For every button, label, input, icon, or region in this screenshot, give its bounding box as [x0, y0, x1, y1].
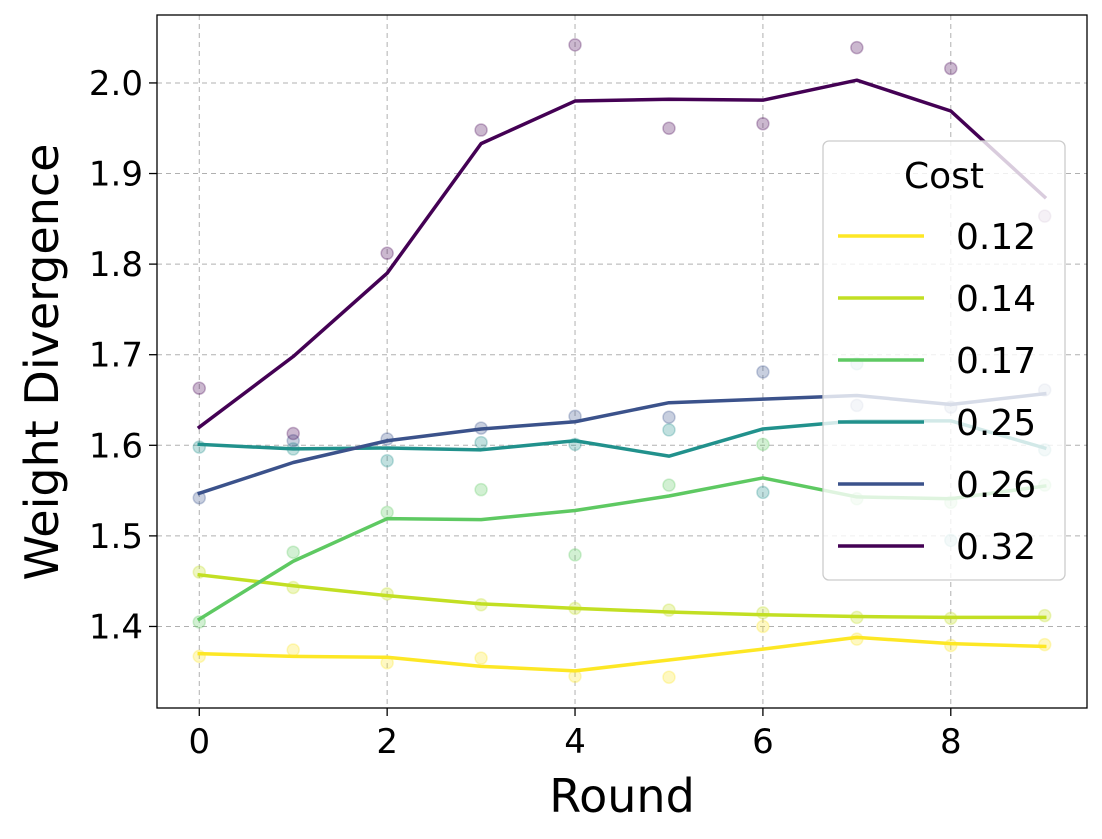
data-point-0.32	[192, 381, 207, 395]
y-axis-ticks: 1.4 1.5 1.6 1.7 1.8 1.9 2.0	[89, 64, 157, 647]
data-point-0.12	[662, 670, 676, 684]
data-point-0.12	[474, 651, 488, 665]
y-tick-label: 1.8	[89, 245, 143, 285]
series-line-0.32	[196, 78, 1048, 430]
data-point-0.17	[380, 505, 394, 520]
data-point-0.25	[380, 453, 394, 468]
x-tick-label: 0	[188, 722, 210, 762]
x-tick-label: 2	[376, 722, 398, 762]
legend: Cost 0.12 0.14 0.17 0.25 0.26 0.32	[822, 140, 1066, 581]
data-point-0.17	[286, 545, 300, 559]
y-tick-label: 2.0	[89, 64, 143, 104]
x-axis-title: Round	[549, 769, 695, 823]
data-point-0.26	[662, 410, 676, 424]
data-point-0.32	[568, 38, 582, 52]
data-point-0.25	[662, 423, 676, 437]
data-point-0.32	[850, 40, 864, 55]
data-point-0.17	[568, 548, 582, 562]
legend-box	[822, 140, 1066, 581]
data-point-0.17	[474, 482, 488, 497]
data-point-0.32	[756, 116, 770, 131]
legend-label: 0.26	[956, 465, 1036, 506]
data-point-0.12	[756, 619, 770, 634]
legend-label: 0.17	[956, 341, 1036, 382]
y-tick-label: 1.4	[89, 607, 143, 647]
data-point-0.25	[756, 485, 770, 500]
data-point-0.17	[662, 478, 676, 492]
y-axis-title: Weight Divergence	[15, 144, 69, 581]
data-point-0.32	[380, 246, 394, 260]
data-point-0.26	[286, 434, 300, 448]
y-tick-label: 1.5	[89, 517, 143, 557]
legend-label: 0.32	[956, 527, 1036, 568]
legend-label: 0.14	[956, 279, 1036, 320]
data-point-0.32	[662, 121, 676, 135]
data-point-0.32	[286, 426, 300, 441]
legend-title: Cost	[904, 156, 984, 197]
data-point-0.14	[1037, 608, 1052, 623]
y-tick-label: 1.7	[89, 336, 143, 376]
data-point-0.17	[756, 437, 770, 452]
data-point-0.32	[944, 61, 958, 76]
x-tick-label: 6	[752, 722, 774, 762]
series-line-0.14	[197, 572, 1047, 620]
y-tick-label: 1.6	[89, 426, 143, 466]
legend-label: 0.25	[956, 403, 1036, 444]
x-tick-label: 8	[940, 722, 962, 762]
data-point-0.32	[474, 123, 488, 137]
series-line-0.12	[197, 635, 1047, 673]
data-point-0.26	[756, 365, 770, 379]
x-axis-ticks: 0 2 4 6 8	[188, 708, 962, 762]
x-tick-label: 4	[564, 722, 586, 762]
plot-frame	[156, 14, 1088, 709]
data-point-0.12	[286, 643, 300, 657]
legend-label: 0.12	[956, 217, 1036, 258]
y-tick-label: 1.9	[89, 155, 143, 195]
data-point-0.25	[474, 435, 488, 450]
